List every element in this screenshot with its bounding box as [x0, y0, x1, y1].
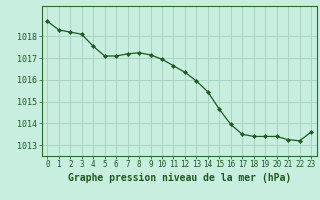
X-axis label: Graphe pression niveau de la mer (hPa): Graphe pression niveau de la mer (hPa) — [68, 173, 291, 183]
